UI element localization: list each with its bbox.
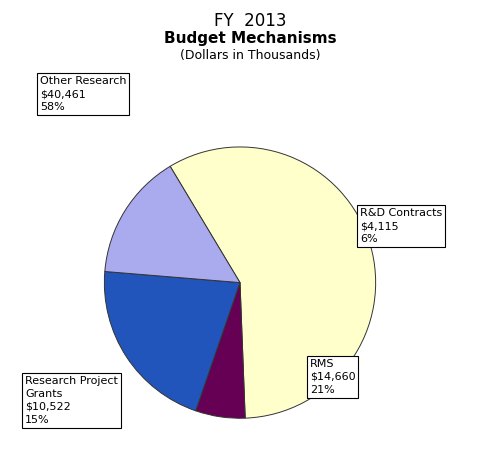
Text: Budget Mechanisms: Budget Mechanisms: [164, 31, 336, 46]
Text: R&D Contracts
$4,115
6%: R&D Contracts $4,115 6%: [360, 208, 442, 244]
Text: RMS
$14,660
21%: RMS $14,660 21%: [310, 358, 356, 395]
Wedge shape: [104, 271, 240, 411]
Text: Research Project
Grants
$10,522
15%: Research Project Grants $10,522 15%: [25, 375, 118, 425]
Wedge shape: [105, 166, 240, 283]
Wedge shape: [170, 147, 376, 418]
Text: Other Research
$40,461
58%: Other Research $40,461 58%: [40, 76, 126, 113]
Text: (Dollars in Thousands): (Dollars in Thousands): [180, 49, 320, 63]
Wedge shape: [196, 283, 245, 418]
Text: FY  2013: FY 2013: [214, 12, 286, 30]
